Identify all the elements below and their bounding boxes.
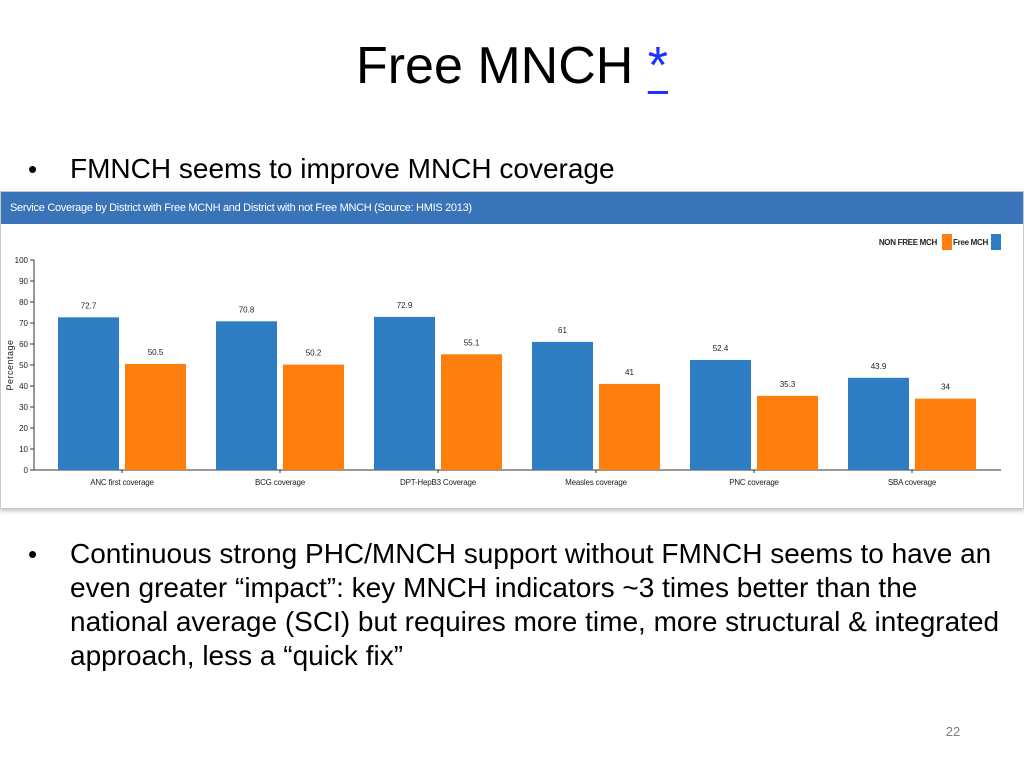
bar-non-free-mch — [599, 383, 660, 470]
y-tick-label: 0 — [24, 466, 29, 475]
data-label-non-free-mch: 50.5 — [148, 348, 164, 357]
y-tick-label: 60 — [19, 340, 28, 349]
bullet-marker: • — [28, 154, 38, 184]
title-asterisk-link[interactable]: * — [647, 37, 669, 95]
bullet-marker: • — [28, 539, 38, 569]
bar-chart: 0 10 20 30 40 50 60 70 80 90 100 Percentage 72.7 50.5… — [5, 234, 1001, 487]
x-tick-label: Measles coverage — [565, 478, 627, 487]
data-label-free-mch: 61 — [558, 326, 567, 335]
legend-label-non-free-mch: NON FREE MCH — [879, 238, 938, 247]
data-label-non-free-mch: 35.3 — [780, 380, 796, 389]
data-label-non-free-mch: 41 — [625, 368, 634, 377]
bar-non-free-mch — [441, 354, 502, 470]
bullet-1: • FMNCH seems to improve MNCH coverage — [28, 152, 1010, 186]
data-label-non-free-mch: 34 — [941, 383, 950, 392]
x-tick-label: ANC first coverage — [90, 478, 154, 487]
chart-title: Service Coverage by District with Free M… — [1, 192, 1023, 224]
data-label-free-mch: 70.8 — [239, 305, 255, 314]
bar-free-mch — [374, 316, 435, 470]
y-tick-label: 30 — [19, 403, 28, 412]
x-tick-label: PNC coverage — [729, 478, 779, 487]
bar-non-free-mch — [125, 363, 186, 470]
y-tick-label: 50 — [19, 361, 28, 370]
data-label-free-mch: 72.7 — [81, 301, 97, 310]
bar-non-free-mch — [283, 364, 344, 470]
y-tick-label: 100 — [15, 256, 29, 265]
slide-title: Free MNCH * — [0, 30, 1024, 102]
y-tick-label: 40 — [19, 382, 28, 391]
data-label-non-free-mch: 50.2 — [306, 349, 322, 358]
bar-free-mch — [848, 377, 909, 470]
title-text: Free MNCH — [355, 37, 634, 95]
bar-non-free-mch — [757, 395, 818, 470]
legend-swatch-free-mch — [991, 234, 1001, 250]
y-tick-label: 70 — [19, 319, 28, 328]
data-label-free-mch: 72.9 — [397, 301, 413, 310]
data-label-free-mch: 43.9 — [871, 362, 887, 371]
legend-swatch-non-free-mch — [942, 234, 952, 250]
bullet-2-text: Continuous strong PHC/MNCH support witho… — [70, 538, 1000, 671]
y-tick-label: 80 — [19, 298, 28, 307]
y-tick-label: 10 — [19, 445, 28, 454]
bar-free-mch — [690, 359, 751, 470]
bullet-1-text: FMNCH seems to improve MNCH coverage — [70, 153, 615, 184]
bullet-2: • Continuous strong PHC/MNCH support wit… — [28, 537, 1010, 673]
x-tick-label: SBA coverage — [888, 478, 937, 487]
y-axis-label: Percentage — [5, 339, 15, 390]
page-number: 22 — [945, 724, 961, 739]
y-tick-label: 20 — [19, 424, 28, 433]
y-tick-label: 90 — [19, 277, 28, 286]
data-label-non-free-mch: 55.1 — [464, 338, 480, 347]
x-tick-label: DPT-HepB3 Coverage — [400, 478, 477, 487]
chart-panel: Service Coverage by District with Free M… — [0, 191, 1024, 509]
bar-non-free-mch — [915, 398, 976, 470]
bar-free-mch — [58, 317, 119, 470]
data-label-free-mch: 52.4 — [713, 344, 729, 353]
x-tick-label: BCG coverage — [255, 478, 306, 487]
bar-free-mch — [216, 321, 277, 470]
bar-free-mch — [532, 341, 593, 470]
legend-label-free-mch: Free MCH — [953, 238, 988, 247]
